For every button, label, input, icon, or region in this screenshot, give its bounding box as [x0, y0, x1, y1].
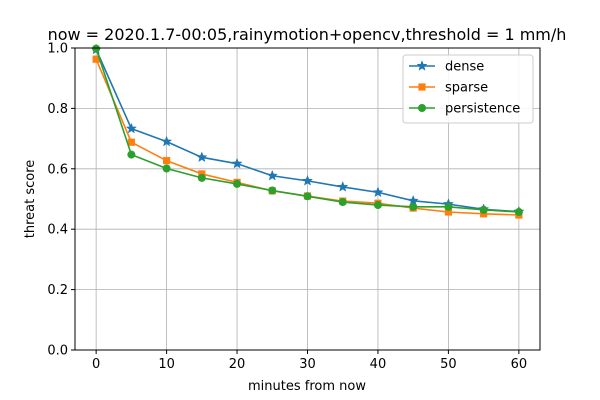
data-point-dense [125, 122, 137, 134]
data-point-sparse [162, 157, 171, 165]
y-axis-title: threat score [23, 160, 38, 239]
data-point-dense [196, 151, 208, 163]
y-tick-label: 0.2 [47, 283, 68, 298]
legend-marker-sparse [418, 83, 426, 91]
data-point-dense [160, 135, 173, 147]
data-point-persistence [268, 186, 277, 195]
y-tick-label: 1.0 [47, 42, 68, 57]
x-tick-label: 50 [440, 357, 457, 372]
data-point-persistence [233, 179, 242, 188]
series-persistence [92, 44, 523, 216]
data-point-dense [372, 186, 384, 198]
legend-label-sparse: sparse [445, 81, 488, 96]
data-point-dense [337, 181, 349, 192]
data-point-dense [231, 157, 243, 169]
x-tick-label: 40 [370, 357, 387, 372]
legend-marker-persistence [418, 104, 426, 112]
data-point-sparse [127, 138, 135, 146]
data-point-persistence [162, 164, 171, 173]
chart-title: now = 2020.1.7-00:05,rainymotion+opencv,… [48, 25, 567, 44]
data-point-persistence [127, 150, 136, 159]
legend-label-persistence: persistence [445, 102, 520, 117]
data-point-persistence [479, 205, 488, 214]
legend-frame [402, 54, 534, 124]
x-tick-label: 20 [229, 357, 246, 372]
x-tick-label: 0 [92, 357, 100, 372]
data-point-persistence [197, 173, 206, 182]
x-tick-label: 60 [511, 357, 528, 372]
legend-label-dense: dense [445, 60, 484, 75]
data-point-dense [266, 169, 278, 181]
data-point-persistence [373, 201, 382, 210]
x-tick-label: 10 [158, 357, 175, 372]
data-point-persistence [444, 202, 453, 211]
data-point-persistence [303, 192, 312, 201]
y-tick-label: 0.6 [47, 162, 68, 177]
data-point-sparse [444, 208, 453, 216]
legend-marker-dense [416, 60, 428, 71]
x-axis-title: minutes from now [248, 379, 366, 394]
data-point-persistence [92, 44, 101, 53]
y-tick-label: 0.0 [47, 344, 68, 359]
data-point-sparse [92, 55, 100, 63]
legend: dense sparse persistence [402, 54, 534, 124]
axes: 0 10 20 30 40 50 60 0.0 0.2 0.4 0.6 0.8 1.0 [47, 42, 527, 373]
data-point-persistence [338, 198, 347, 207]
y-tick-label: 0.4 [47, 223, 68, 238]
data-point-persistence [514, 207, 523, 216]
series-layer [90, 43, 525, 219]
data-point-persistence [409, 202, 418, 211]
x-tick-label: 30 [299, 357, 316, 372]
data-point-dense [301, 174, 314, 186]
y-tick-label: 0.8 [47, 102, 68, 117]
